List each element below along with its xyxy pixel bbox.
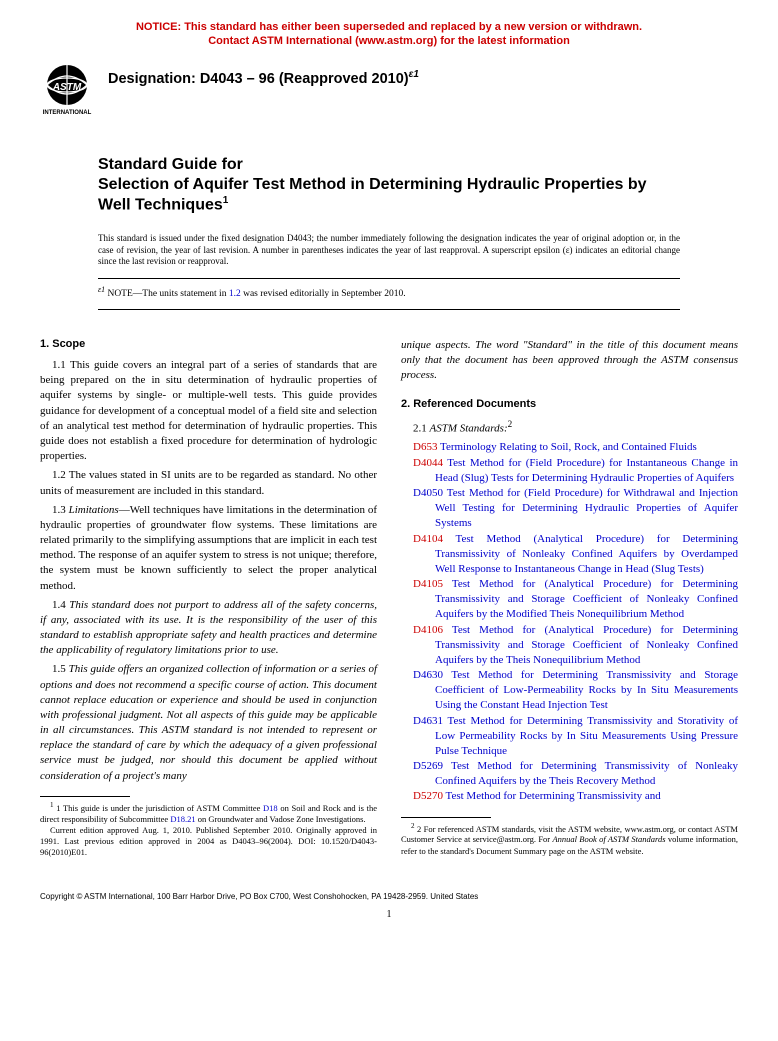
epsilon-label: ε1 [98,285,105,294]
epsilon-link[interactable]: 1.2 [229,289,241,299]
astm-logo-icon: ASTM INTERNATIONAL [40,63,94,119]
footnote-2: 2 2 For referenced ASTM standards, visit… [401,822,738,857]
ref-item: D5269 Test Method for Determining Transm… [401,759,738,789]
ref-code-link[interactable]: D4630 [413,669,443,681]
epsilon-note-word: NOTE [107,289,132,299]
ref-code-link[interactable]: D4104 [413,533,443,545]
right-column: unique aspects. The word "Standard" in t… [401,338,738,858]
ref-item: D653 Terminology Relating to Soil, Rock,… [401,440,738,455]
ref-title-link[interactable]: Test Method for (Analytical Procedure) f… [435,578,738,620]
ref-code-link[interactable]: D4050 [413,487,443,499]
ref-title-link[interactable]: Terminology Relating to Soil, Rock, and … [437,441,696,453]
ref-title-link[interactable]: Test Method for (Field Procedure) for Wi… [435,487,738,529]
footnote-rule-left [40,796,130,797]
page: NOTICE: This standard has either been su… [0,0,778,940]
ref-item: D4106 Test Method for (Analytical Proced… [401,623,738,669]
ref-title-link[interactable]: Test Method for Determining Transmissivi… [443,790,661,802]
issuance-note: This standard is issued under the fixed … [98,233,680,268]
scope-1-4: 1.4 This standard does not purport to ad… [40,598,377,659]
epsilon-rule [98,278,680,279]
copyright-line: Copyright © ASTM International, 100 Barr… [40,892,738,901]
refs-list: D653 Terminology Relating to Soil, Rock,… [401,440,738,804]
designation-text: Designation: D4043 – 96 (Reapproved 2010… [108,70,409,86]
scope-heading: 1. Scope [40,338,377,350]
notice-line-1: NOTICE: This standard has either been su… [40,20,738,34]
title-line-2: Selection of Aquifer Test Method in Dete… [98,176,647,213]
svg-text:ASTM: ASTM [52,82,82,93]
ref-item: D4630 Test Method for Determining Transm… [401,668,738,714]
subcommittee-link[interactable]: D18.21 [170,814,195,824]
epsilon-text: —The units statement in [133,289,229,299]
ref-code-link[interactable]: D5270 [413,790,443,802]
title-super: 1 [223,195,229,206]
astm-logo: ASTM INTERNATIONAL [40,63,94,119]
ref-title-link[interactable]: Test Method (Analytical Procedure) for D… [435,533,738,575]
ref-title-link[interactable]: Test Method for (Field Procedure) for In… [435,457,738,484]
footnote-1: 1 1 This guide is under the jurisdiction… [40,801,377,825]
ref-title-link[interactable]: Test Method for Determining Transmissivi… [435,760,738,787]
ref-item: D4050 Test Method for (Field Procedure) … [401,486,738,532]
ref-item: D4044 Test Method for (Field Procedure) … [401,456,738,486]
designation: Designation: D4043 – 96 (Reapproved 2010… [108,69,419,87]
ref-item: D4105 Test Method for (Analytical Proced… [401,577,738,623]
notice-banner: NOTICE: This standard has either been su… [40,20,738,49]
ref-code-link[interactable]: D4631 [413,715,443,727]
standard-title: Standard Guide for Selection of Aquifer … [98,155,680,215]
header-row: ASTM INTERNATIONAL Designation: D4043 – … [40,63,738,119]
committee-link[interactable]: D18 [263,803,278,813]
ref-title-link[interactable]: Test Method for Determining Transmissivi… [435,669,738,711]
scope-1-1: 1.1 This guide covers an integral part o… [40,358,377,464]
scope-1-2: 1.2 The values stated in SI units are to… [40,468,377,498]
scope-1-3: 1.3 Limitations—Well techniques have lim… [40,503,377,594]
ref-item: D4631 Test Method for Determining Transm… [401,714,738,760]
page-number: 1 [40,909,738,920]
ref-code-link[interactable]: D653 [413,441,437,453]
title-line-1: Standard Guide for [98,156,243,173]
ref-code-link[interactable]: D4044 [413,457,443,469]
epsilon-note: ε1 NOTE—The units statement in 1.2 was r… [98,285,680,299]
ref-title-link[interactable]: Test Method for (Analytical Procedure) f… [435,624,738,666]
designation-super: ε1 [409,69,419,80]
epsilon-tail: was revised editorially in September 201… [241,289,406,299]
ref-code-link[interactable]: D5269 [413,760,443,772]
refs-subheading: 2.1 ASTM Standards:2 [401,418,738,437]
ref-item: D5270 Test Method for Determining Transm… [401,789,738,804]
ref-code-link[interactable]: D4105 [413,578,443,590]
footnote-1b: Current edition approved Aug. 1, 2010. P… [40,825,377,858]
ref-title-link[interactable]: Test Method for Determining Transmissivi… [435,715,738,757]
refs-heading: 2. Referenced Documents [401,398,738,410]
two-column-body: 1. Scope 1.1 This guide covers an integr… [40,338,738,858]
ref-code-link[interactable]: D4106 [413,624,443,636]
notice-line-2: Contact ASTM International (www.astm.org… [40,34,738,48]
scope-1-5-continued: unique aspects. The word "Standard" in t… [401,338,738,384]
ref-item: D4104 Test Method (Analytical Procedure)… [401,532,738,578]
title-block: Standard Guide for Selection of Aquifer … [98,155,680,215]
svg-text:INTERNATIONAL: INTERNATIONAL [43,110,92,116]
left-column: 1. Scope 1.1 This guide covers an integr… [40,338,377,858]
scope-1-5: 1.5 This guide offers an organized colle… [40,662,377,783]
epsilon-rule-bottom [98,309,680,310]
footnote-rule-right [401,817,491,818]
